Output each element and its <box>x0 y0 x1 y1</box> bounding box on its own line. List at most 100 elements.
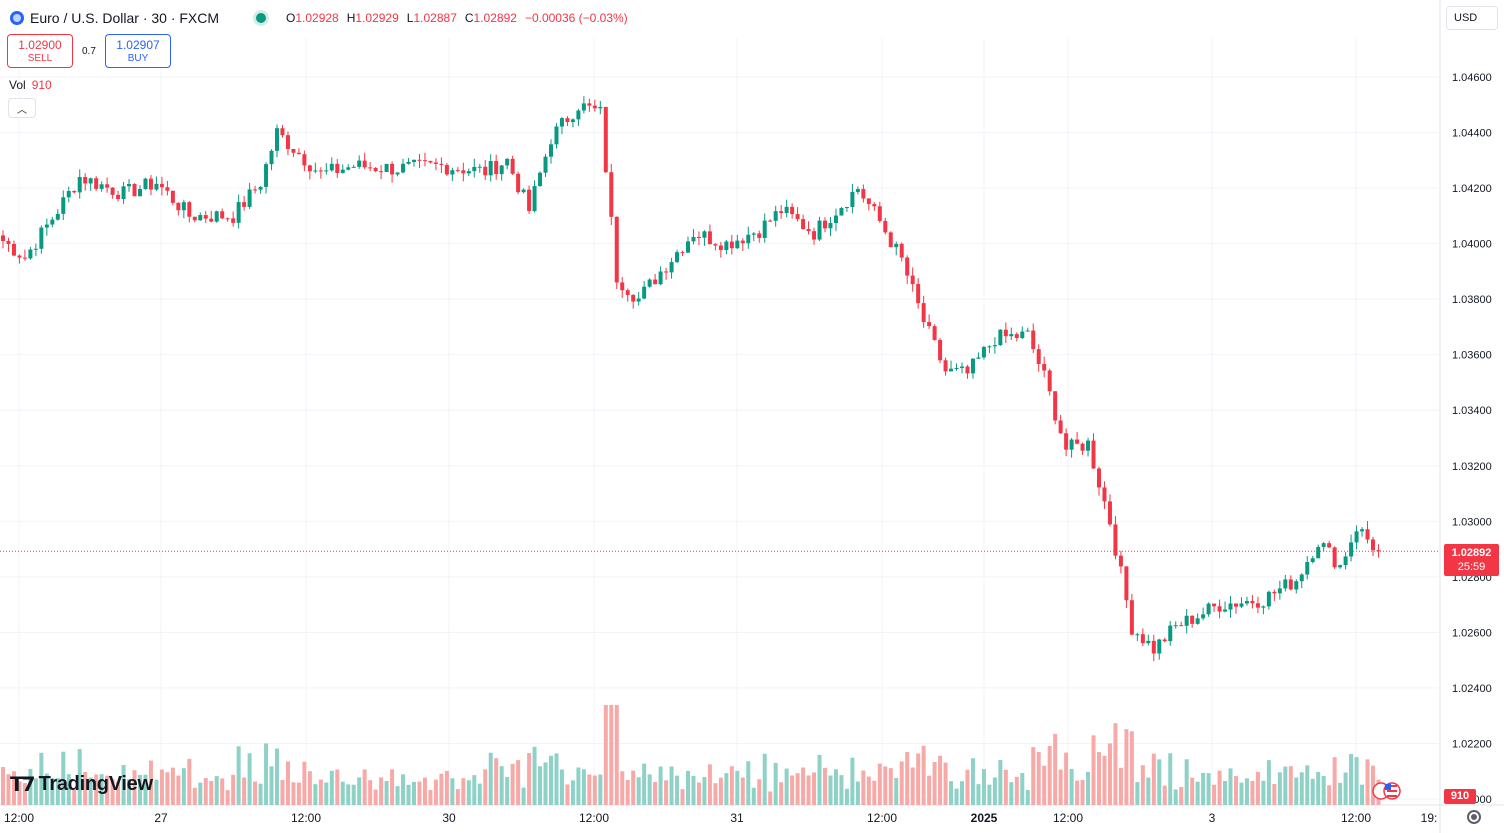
time-tick-label: 12:00 <box>4 811 34 825</box>
low-value: 1.02887 <box>413 11 457 25</box>
candle-body <box>466 171 471 174</box>
volume-bar <box>33 778 38 805</box>
candle-body <box>883 220 888 233</box>
volume-bar <box>1266 760 1271 805</box>
candle-body <box>965 366 970 374</box>
candle-body <box>609 172 614 217</box>
candle-body <box>412 159 416 162</box>
candle-body <box>833 215 838 224</box>
settings-icon[interactable] <box>1467 810 1481 824</box>
brand-name: TradingView <box>38 773 153 795</box>
candle-body <box>823 220 827 229</box>
candle-body <box>592 105 597 109</box>
volume-bar <box>11 771 16 805</box>
candle-body <box>329 163 334 171</box>
volume-bar <box>1075 780 1080 805</box>
price-axis: 1.04600 1.04400 1.04200 1.04000 1.03800 1.036… <box>1452 72 1492 806</box>
volume-bar <box>757 779 762 805</box>
flag-icon[interactable] <box>1372 781 1402 801</box>
candle-body <box>746 234 751 244</box>
volume-bar <box>1 767 5 805</box>
candle-body <box>127 183 132 187</box>
candle-body <box>44 224 49 228</box>
volume-bar <box>132 770 137 805</box>
volume-bar <box>1113 723 1118 805</box>
high-value: 1.02929 <box>355 11 399 25</box>
candle-body <box>938 339 943 361</box>
price-tick-label: 1.02200 <box>1452 738 1492 750</box>
volume-bar <box>280 780 285 805</box>
time-tick-label: 12:00 <box>1053 811 1083 825</box>
candle-body <box>527 189 532 212</box>
volume-bar <box>823 767 827 805</box>
volume-bar <box>1212 784 1217 805</box>
volume-bar <box>1201 773 1206 805</box>
volume-bar <box>225 790 230 805</box>
candle-body <box>1206 603 1211 615</box>
volume-bar <box>817 754 822 805</box>
sell-button[interactable]: 1.02900 SELL <box>7 34 73 68</box>
candle-body <box>554 126 559 145</box>
volume-bar <box>1365 759 1370 805</box>
candle-body <box>17 255 22 258</box>
candle-body <box>877 206 882 221</box>
volume-bar <box>801 767 806 805</box>
volume-bar <box>395 786 400 805</box>
candle-body <box>1107 501 1112 525</box>
volume-bar <box>735 770 740 805</box>
candle-body <box>581 103 586 111</box>
volume-bar <box>1327 785 1332 805</box>
volume-bar <box>1217 770 1222 805</box>
volume-bar <box>790 775 795 805</box>
candle-body <box>192 216 197 221</box>
candle-body <box>390 163 395 175</box>
volume-bar <box>99 774 104 805</box>
close-value: 1.02892 <box>473 11 517 25</box>
candle-body <box>1003 329 1008 337</box>
tradingview-logo[interactable]: 𝗧𝟳 TradingView <box>10 772 153 797</box>
candle-body <box>888 232 893 248</box>
volume-bar <box>165 772 170 805</box>
volume-bar <box>554 753 559 805</box>
volume-bar <box>570 780 575 805</box>
candle-body <box>1201 614 1206 619</box>
volume-bar <box>466 780 471 805</box>
volume-bar <box>1294 777 1299 805</box>
candle-body <box>121 186 126 200</box>
candle-body <box>740 240 745 244</box>
candle-body <box>1009 334 1014 337</box>
candle-body <box>253 189 258 191</box>
volume-bar <box>1168 753 1173 805</box>
symbol-title[interactable]: Euro / U.S. Dollar · 30 · FXCM <box>30 10 220 26</box>
candle-body <box>406 161 411 164</box>
buy-button[interactable]: 1.02907 BUY <box>105 34 171 68</box>
volume-bar <box>499 766 504 805</box>
volume-bar <box>1047 745 1052 805</box>
volume-bar <box>1244 778 1249 805</box>
volume-bar <box>143 774 148 805</box>
candle-body <box>943 360 948 372</box>
volume-bar <box>1332 757 1337 805</box>
volume-bar <box>1042 765 1047 805</box>
volume-bar <box>1343 772 1348 805</box>
volume-bar <box>94 774 99 805</box>
volume-bar <box>22 783 27 805</box>
volume-bar <box>839 775 844 805</box>
volume-bar <box>1151 753 1156 805</box>
volume-bar <box>565 784 570 805</box>
currency-selector[interactable]: USD <box>1446 6 1498 30</box>
volume-bar <box>1288 766 1293 805</box>
candle-body <box>1135 634 1140 636</box>
high-label: H <box>346 11 356 25</box>
candle-body <box>713 244 718 246</box>
volume-bar <box>543 762 548 805</box>
candle-body <box>707 231 712 245</box>
volume-bar <box>269 766 274 805</box>
candle-body <box>1338 565 1343 568</box>
candle-body <box>499 165 504 175</box>
candle-body <box>812 231 817 240</box>
collapse-button[interactable]: ︿ <box>8 98 36 118</box>
volume-bar <box>1316 771 1321 805</box>
candle-body <box>1118 555 1123 567</box>
